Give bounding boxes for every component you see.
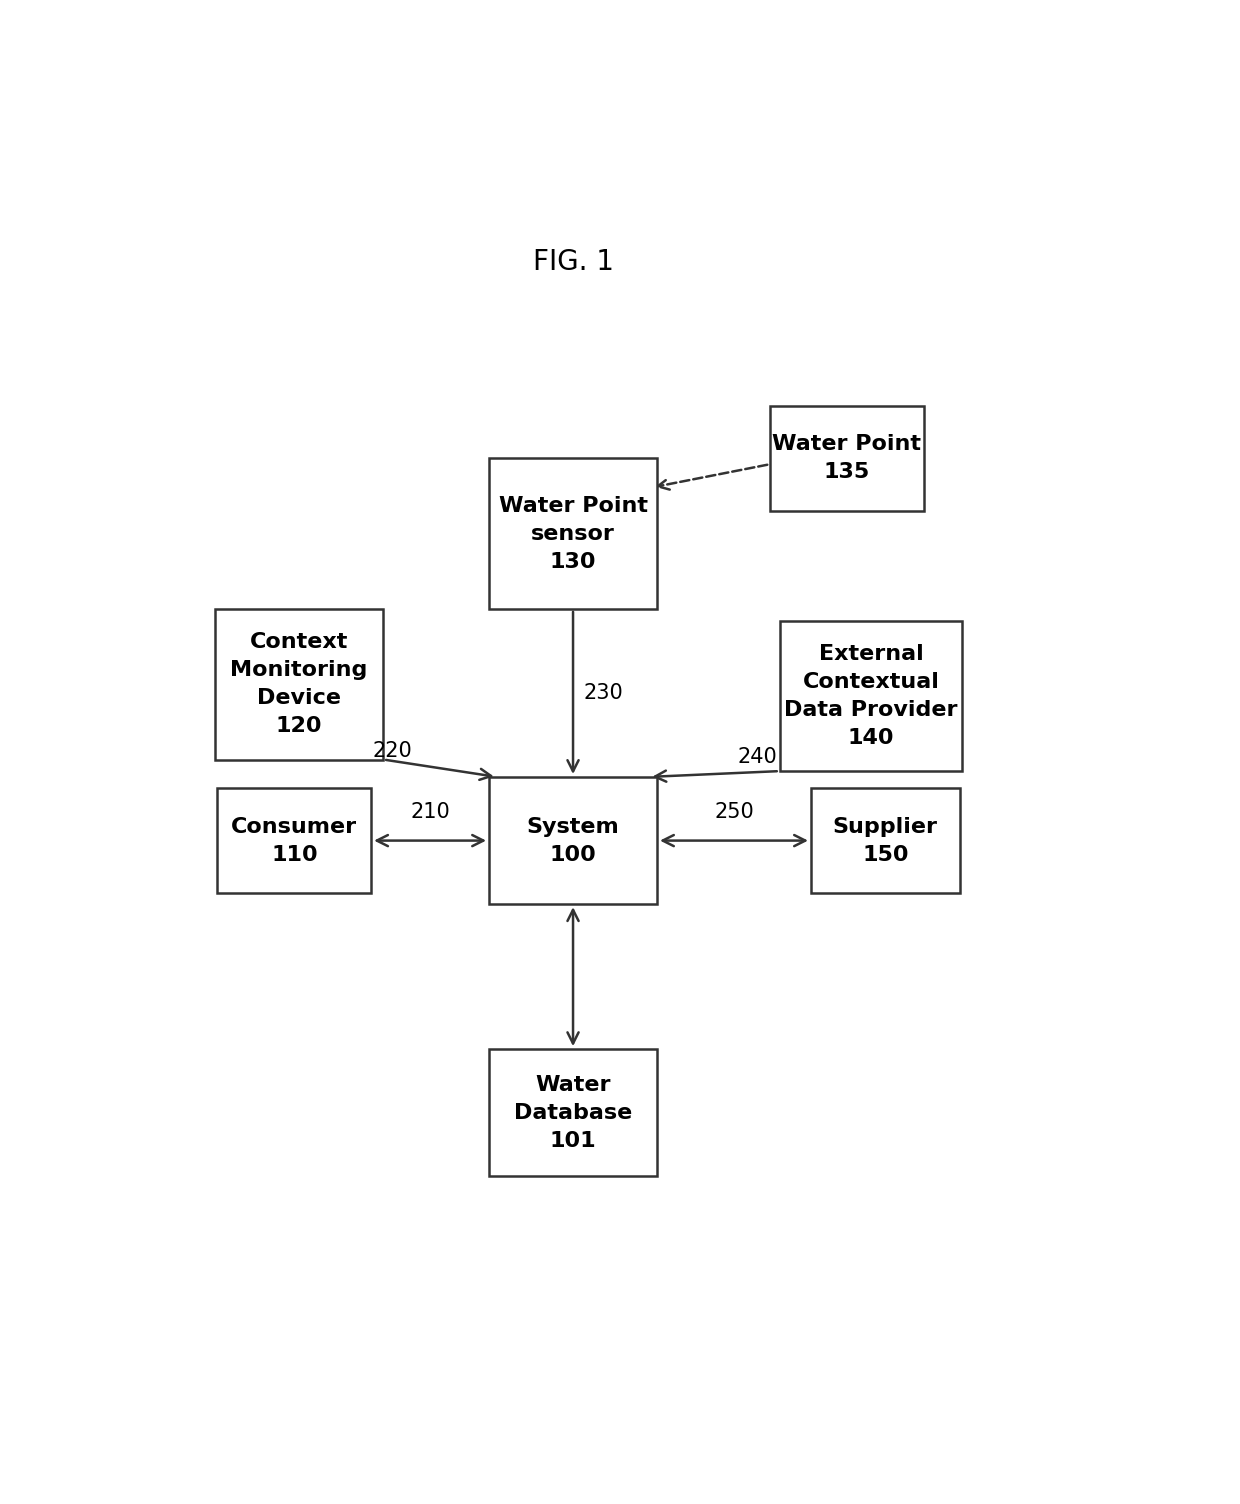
Text: 210: 210 (410, 802, 450, 821)
Text: Water Point
135: Water Point 135 (773, 435, 921, 483)
Text: Supplier
150: Supplier 150 (833, 817, 937, 865)
Text: FIG. 1: FIG. 1 (532, 248, 614, 275)
FancyBboxPatch shape (215, 609, 383, 760)
Text: External
Contextual
Data Provider
140: External Contextual Data Provider 140 (784, 644, 957, 747)
Text: Water
Database
101: Water Database 101 (513, 1075, 632, 1151)
FancyArrowPatch shape (662, 835, 805, 847)
Text: Consumer
110: Consumer 110 (232, 817, 357, 865)
FancyArrowPatch shape (568, 612, 579, 772)
Text: System
100: System 100 (527, 817, 620, 865)
FancyBboxPatch shape (811, 788, 960, 893)
FancyArrowPatch shape (655, 770, 777, 782)
FancyBboxPatch shape (489, 1050, 657, 1176)
FancyBboxPatch shape (770, 406, 924, 510)
FancyBboxPatch shape (780, 621, 962, 772)
FancyBboxPatch shape (217, 788, 371, 893)
Text: Context
Monitoring
Device
120: Context Monitoring Device 120 (231, 632, 368, 737)
Text: 240: 240 (738, 746, 777, 767)
Text: 220: 220 (372, 741, 412, 761)
FancyBboxPatch shape (489, 778, 657, 904)
FancyBboxPatch shape (489, 459, 657, 609)
Text: Water Point
sensor
130: Water Point sensor 130 (498, 496, 647, 572)
FancyArrowPatch shape (568, 910, 579, 1044)
FancyArrowPatch shape (377, 835, 484, 847)
Text: 250: 250 (714, 802, 754, 821)
Text: 230: 230 (584, 683, 624, 702)
FancyArrowPatch shape (657, 465, 768, 490)
FancyArrowPatch shape (386, 760, 491, 781)
